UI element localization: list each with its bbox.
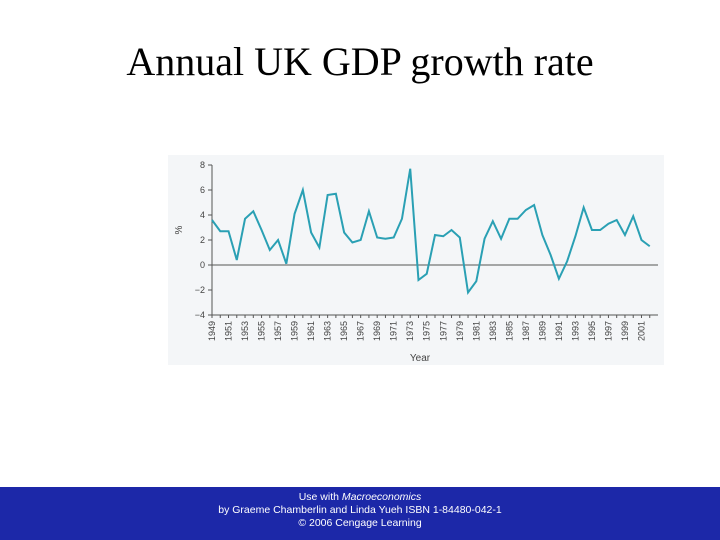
series-line-gdp-growth — [211, 168, 651, 296]
y-tick-label: −4 — [195, 310, 205, 320]
x-tick-label: 1965 — [339, 321, 349, 341]
x-tick-label: 1955 — [257, 321, 267, 341]
x-axis-title: Year — [410, 353, 431, 364]
x-tick-label: 1971 — [389, 321, 399, 341]
x-tick-label: 1985 — [504, 321, 514, 341]
x-tick-label: 2001 — [636, 321, 646, 341]
y-tick-label: 0 — [200, 260, 205, 270]
y-tick-label: −2 — [195, 285, 205, 295]
x-tick-label: 1963 — [323, 321, 333, 341]
x-tick-label: 1981 — [471, 321, 481, 341]
footer-book-title: Macroeconomics — [341, 491, 422, 503]
y-tick-label: 8 — [200, 160, 205, 170]
y-tick-label: 6 — [200, 185, 205, 195]
slide-title: Annual UK GDP growth rate — [126, 39, 594, 84]
footer-line-1: Use with Macroeconomics — [0, 491, 720, 504]
footer-banner: Use with Macroeconomics by Graeme Chambe… — [0, 487, 720, 540]
x-tick-label: 1975 — [422, 321, 432, 341]
x-tick-label: 1961 — [306, 321, 316, 341]
x-tick-label: 1953 — [240, 321, 250, 341]
x-tick-label: 1977 — [438, 321, 448, 341]
x-tick-label: 1995 — [587, 321, 597, 341]
x-tick-label: 1973 — [405, 321, 415, 341]
x-tick-label: 1957 — [273, 321, 283, 341]
x-tick-label: 1959 — [290, 321, 300, 341]
x-tick-label: 1997 — [603, 321, 613, 341]
x-tick-label: 1999 — [620, 321, 630, 341]
x-tick-label: 1989 — [537, 321, 547, 341]
x-tick-label: 1983 — [488, 321, 498, 341]
x-tick-label: 1979 — [455, 321, 465, 341]
x-tick-label: 1969 — [372, 321, 382, 341]
y-tick-label: 4 — [200, 210, 205, 220]
x-tick-label: 1991 — [554, 321, 564, 341]
footer-line-2: by Graeme Chamberlin and Linda Yueh ISBN… — [218, 504, 502, 516]
footer-use-with: Use with — [298, 491, 342, 503]
x-tick-label: 1949 — [207, 321, 217, 341]
y-axis-title: % — [174, 225, 185, 234]
x-tick-label: 1951 — [224, 321, 234, 341]
y-axis: 8 6 4 2 0 −2 −4 — [195, 160, 213, 320]
x-tick-label: 1987 — [521, 321, 531, 341]
y-tick-label: 2 — [200, 235, 205, 245]
x-axis: 1949 1951 1953 1955 1957 1959 1961 1963 1965 1967… — [207, 264, 658, 341]
footer-line-3: © 2006 Cengage Learning — [298, 517, 422, 529]
x-tick-label: 1967 — [356, 321, 366, 341]
chart-area: 8 6 4 2 0 −2 −4 1949 1951 1953 1955 1957 1959 1961 19… — [168, 155, 664, 365]
x-tick-label: 1993 — [570, 321, 580, 341]
